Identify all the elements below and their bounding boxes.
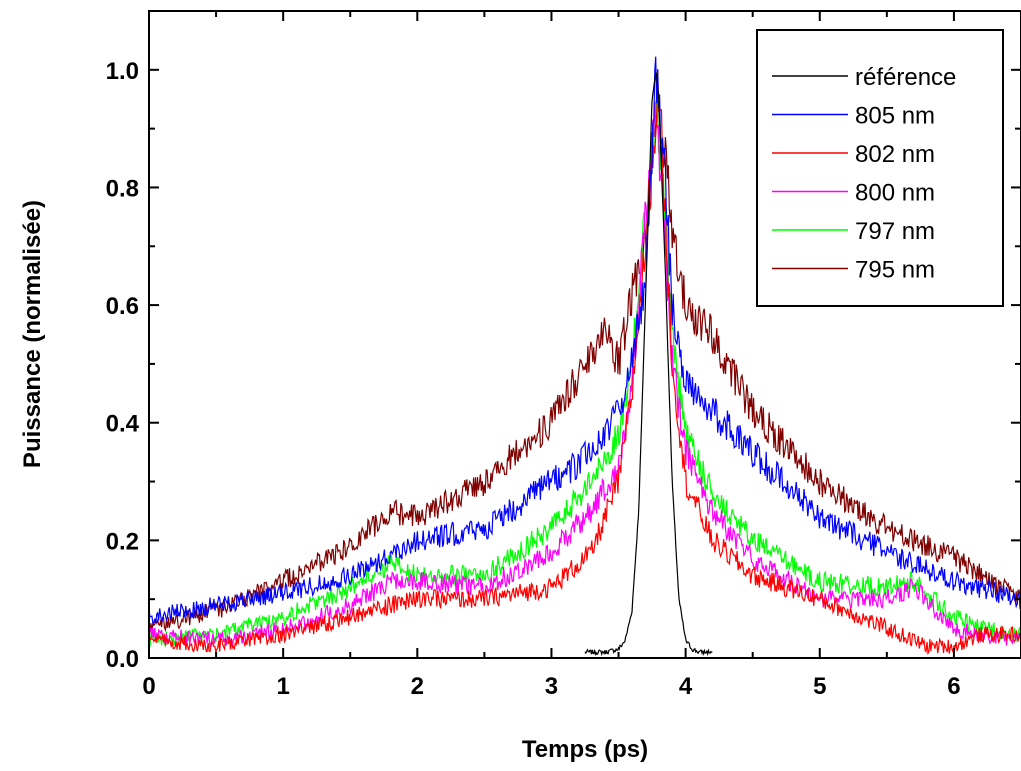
series-line-802-nm bbox=[148, 68, 1021, 656]
y-tick-label: 1.0 bbox=[106, 58, 139, 85]
legend: référence 805 nm 802 nm 800 nm 797 nm 795 nm bbox=[756, 29, 1004, 307]
x-tick-label: 0 bbox=[142, 673, 155, 700]
legend-label: 805 nm bbox=[855, 103, 935, 130]
legend-label: 797 nm bbox=[855, 218, 935, 245]
x-axis-title: Temps (ps) bbox=[522, 736, 648, 763]
plot-frame bbox=[148, 10, 1021, 659]
legend-label: 795 nm bbox=[855, 257, 935, 284]
y-axis-title: Puissance (normalisée) bbox=[19, 200, 46, 468]
y-tick-label: 0.6 bbox=[106, 293, 139, 320]
series-line-800-nm bbox=[148, 102, 1021, 649]
series-line-795-nm bbox=[148, 92, 1021, 635]
series-line-797-nm bbox=[148, 87, 1021, 648]
x-tick-label: 2 bbox=[411, 673, 424, 700]
x-tick-label: 1 bbox=[276, 673, 289, 700]
x-tick-label: 5 bbox=[813, 673, 826, 700]
series-line-référence bbox=[584, 72, 713, 657]
axis-ticks bbox=[148, 10, 1021, 659]
tick-labels: 0 1 2 3 4 5 6 0.0 0.2 0.4 0.6 0.8 1.0 bbox=[106, 58, 961, 700]
legend-label: référence bbox=[855, 64, 956, 91]
x-tick-label: 3 bbox=[545, 673, 558, 700]
plot-lines bbox=[148, 56, 1021, 657]
y-tick-label: 0.2 bbox=[106, 528, 139, 555]
y-tick-label: 0.4 bbox=[106, 411, 140, 438]
y-tick-label: 0.8 bbox=[106, 175, 139, 202]
series-line-805-nm bbox=[148, 56, 1021, 625]
legend-label: 800 nm bbox=[855, 180, 935, 207]
y-tick-label: 0.0 bbox=[106, 646, 139, 673]
legend-items: référence 805 nm 802 nm 800 nm 797 nm 795 nm bbox=[772, 64, 956, 284]
legend-label: 802 nm bbox=[855, 141, 935, 168]
x-tick-label: 6 bbox=[947, 673, 960, 700]
x-tick-label: 4 bbox=[679, 673, 693, 700]
